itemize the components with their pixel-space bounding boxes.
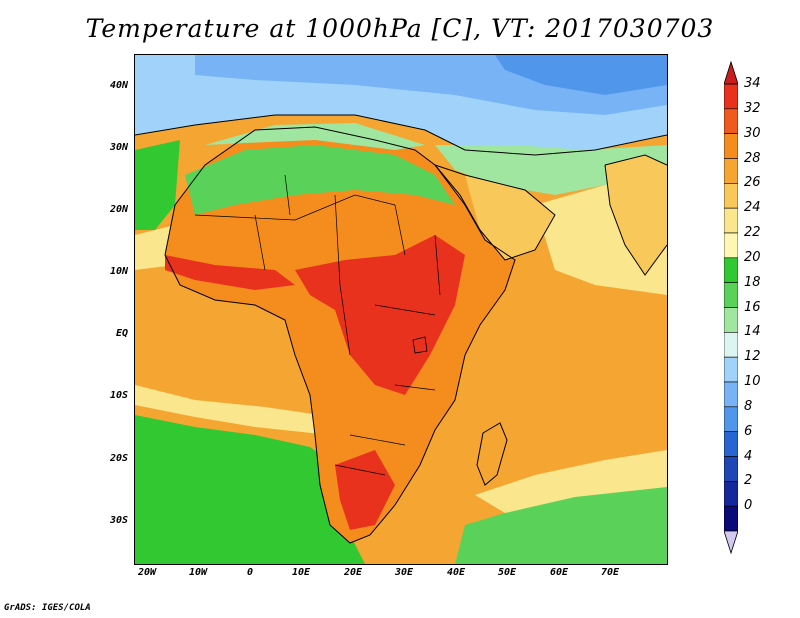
colorbar-label: 30 — [744, 125, 761, 141]
colorbar-swatch — [724, 232, 738, 259]
lat-tick-label: 30S — [109, 515, 128, 526]
colorbar-bottom-arrow — [724, 530, 738, 555]
south-atlantic-cool-area — [135, 415, 365, 564]
lon-tick-label: 60E — [549, 567, 569, 578]
indian-mild-band — [475, 450, 667, 513]
colorbar-label: 6 — [744, 423, 753, 439]
map-title: Temperature at 1000hPa [C], VT: 20170307… — [85, 14, 715, 43]
lon-tick-label: 10W — [188, 567, 208, 578]
lat-tick-label: 20N — [109, 204, 128, 215]
europe-coastline — [135, 114, 667, 156]
madagascar — [477, 423, 507, 485]
colorbar — [724, 60, 738, 555]
colorbar-label: 22 — [744, 225, 761, 240]
lat-tick-label: 10N — [109, 266, 128, 277]
colorbar-swatch — [724, 282, 738, 308]
lon-tick-label: 30E — [394, 567, 414, 578]
colorbar-label: 34 — [744, 76, 761, 91]
africa-coastline — [164, 126, 516, 544]
colorbar-swatch — [724, 133, 738, 159]
colorbar-swatch — [724, 183, 738, 209]
lat-tick-label: 40N — [109, 80, 128, 91]
colorbar-label: 0 — [744, 498, 753, 514]
lon-tick-label: 50E — [497, 567, 517, 578]
country-borders — [194, 174, 441, 476]
lon-tick-label: 70E — [600, 567, 620, 578]
lat-tick-label: EQ — [115, 328, 128, 339]
colorbar-label: 16 — [744, 299, 761, 315]
lon-tick-label: 10E — [291, 567, 311, 578]
colorbar-swatch — [724, 505, 738, 532]
lon-tick-label: 20W — [137, 567, 157, 578]
africa-landmass — [165, 127, 515, 543]
temperature-field-map — [135, 55, 667, 564]
colorbar-swatch — [724, 431, 738, 457]
lat-tick-label: 10S — [109, 390, 128, 401]
colorbar-label: 20 — [744, 249, 761, 265]
india-coastline — [604, 154, 667, 276]
colorbar-swatch — [724, 481, 738, 507]
lat-tick-label: 30N — [109, 142, 128, 153]
colorbar-swatch — [724, 332, 738, 358]
india-warm — [605, 155, 667, 275]
colorbar-label: 28 — [744, 150, 761, 166]
far-north-cold — [495, 55, 667, 95]
colorbar-label: 14 — [744, 324, 761, 340]
colorbar-label: 8 — [744, 398, 753, 414]
colorbar-top-arrow — [724, 60, 738, 85]
colorbar-swatch — [724, 158, 738, 184]
colorbar-swatch — [724, 356, 738, 383]
colorbar-label: 18 — [744, 274, 761, 290]
lake-victoria — [412, 336, 428, 354]
colorbar-swatch — [724, 83, 738, 110]
lat-tick-label: 20S — [109, 453, 128, 464]
colorbar-swatch — [724, 406, 738, 432]
colorbar-swatch — [724, 307, 738, 333]
atlantic-north-cool — [135, 140, 180, 230]
south-mild-band — [135, 385, 330, 435]
hot-core-south — [335, 450, 395, 530]
sahel-hot-band — [165, 255, 295, 290]
south-indian-cool-area — [455, 485, 667, 564]
colorbar-swatch — [724, 257, 738, 283]
north-africa-mild — [185, 145, 455, 215]
colorbar-swatch — [724, 108, 738, 134]
map-panel — [134, 54, 668, 565]
colorbar-swatch — [724, 381, 738, 408]
colorbar-swatch — [724, 456, 738, 482]
colorbar-label: 10 — [744, 374, 761, 389]
colorbar-label: 24 — [744, 200, 761, 216]
hot-core-central — [295, 235, 465, 395]
lon-tick-label: 40E — [446, 567, 466, 578]
arabia-coastline — [433, 163, 556, 261]
madagascar-coastline — [476, 422, 508, 486]
colorbar-label: 26 — [744, 175, 761, 191]
colorbar-label: 2 — [744, 473, 753, 489]
colorbar-label: 12 — [744, 349, 761, 365]
colorbar-label: 4 — [744, 448, 753, 464]
lon-tick-label: 20E — [343, 567, 363, 578]
credit-text: GrADS: IGES/COLA — [4, 603, 91, 613]
colorbar-swatch — [724, 207, 738, 234]
lon-tick-label: 0 — [246, 567, 254, 578]
colorbar-label: 32 — [744, 100, 761, 116]
